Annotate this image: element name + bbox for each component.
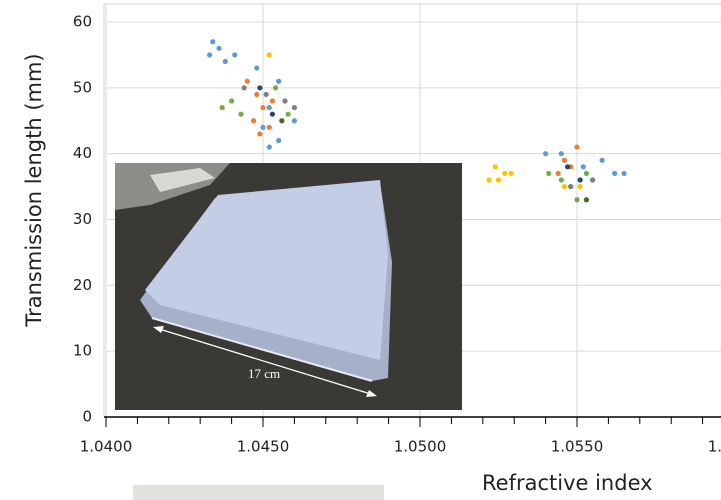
- point: [543, 151, 549, 157]
- point: [282, 98, 288, 104]
- point: [285, 111, 291, 117]
- point: [254, 91, 260, 98]
- point: [266, 124, 272, 130]
- y-axis-label: Transmission length (mm): [22, 53, 46, 327]
- point: [495, 177, 502, 183]
- point: [574, 197, 580, 203]
- point: [260, 124, 266, 130]
- point: [238, 111, 244, 117]
- point: [229, 98, 235, 104]
- inset-photo: 17 cm: [115, 163, 462, 410]
- cropped-image: [133, 485, 384, 500]
- point: [590, 177, 596, 183]
- point: [612, 170, 618, 177]
- point: [257, 131, 263, 137]
- arrow-head: [366, 390, 377, 397]
- y-tick-label: 40: [73, 144, 92, 162]
- x-axis-label: Refractive index: [482, 471, 653, 495]
- x-tick-label: 1.0450: [237, 438, 290, 456]
- point: [577, 177, 583, 183]
- point: [583, 170, 590, 177]
- inset-caption: 17 cm: [248, 366, 280, 381]
- point: [257, 85, 263, 91]
- point: [210, 39, 216, 45]
- x-tick-label: 1.0400: [80, 438, 133, 456]
- point: [219, 104, 225, 111]
- point: [279, 118, 285, 124]
- point: [291, 118, 297, 124]
- point: [207, 52, 213, 58]
- point: [580, 164, 586, 170]
- x-tick-label: 1.0500: [394, 438, 447, 456]
- y-tick-label: 0: [82, 408, 92, 426]
- slab-edge: [151, 317, 373, 382]
- point: [492, 164, 498, 170]
- point: [546, 170, 552, 177]
- y-tick-label: 60: [73, 13, 92, 31]
- point: [291, 104, 297, 111]
- point: [276, 137, 282, 144]
- point: [266, 52, 272, 58]
- arrow-head: [153, 326, 164, 333]
- point: [564, 164, 571, 170]
- point: [561, 157, 568, 163]
- point: [250, 118, 257, 124]
- x-tick-label: 1.0600: [708, 438, 721, 456]
- point: [568, 183, 574, 190]
- point: [266, 144, 272, 150]
- slab-top: [145, 180, 388, 360]
- point: [561, 183, 568, 190]
- point: [574, 144, 580, 150]
- y-tick-label: 10: [73, 342, 92, 360]
- point: [558, 151, 564, 157]
- mouse: [150, 168, 215, 192]
- point: [502, 170, 508, 177]
- point: [269, 98, 276, 104]
- point: [222, 58, 228, 65]
- point: [577, 183, 583, 190]
- point: [232, 52, 238, 58]
- point: [621, 170, 627, 177]
- x-tick-label: 1.0550: [551, 438, 604, 456]
- point: [260, 104, 266, 111]
- point: [254, 65, 260, 71]
- point: [263, 91, 269, 98]
- point: [216, 45, 222, 51]
- point: [266, 104, 272, 111]
- point: [244, 78, 250, 84]
- point: [555, 170, 561, 177]
- point: [508, 170, 514, 177]
- point: [558, 177, 564, 183]
- point: [583, 197, 590, 203]
- point: [241, 85, 247, 91]
- point: [599, 157, 605, 163]
- y-tick-label: 30: [73, 210, 92, 228]
- point: [276, 78, 282, 84]
- point: [269, 111, 276, 117]
- point: [486, 177, 492, 183]
- dimension-arrow: [155, 327, 375, 396]
- y-tick-label: 50: [73, 78, 92, 96]
- y-tick-label: 20: [73, 276, 92, 294]
- point: [272, 85, 279, 91]
